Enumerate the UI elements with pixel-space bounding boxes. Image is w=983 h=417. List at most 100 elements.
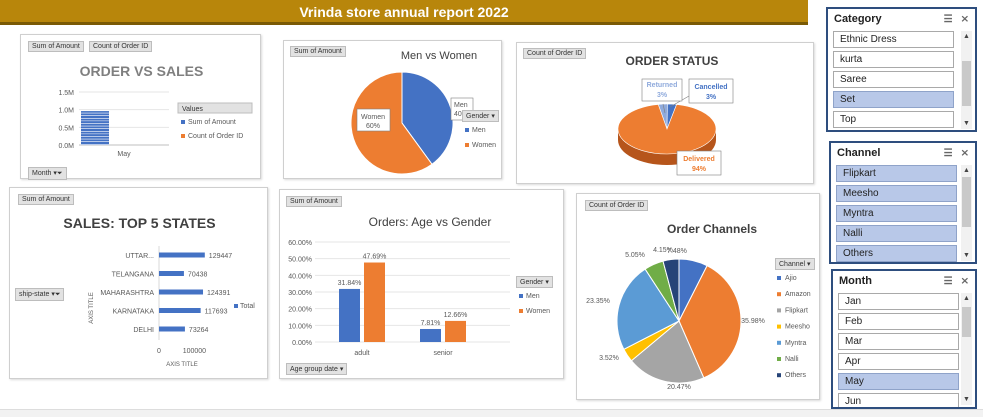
age-group-filter-label: Age group date bbox=[290, 366, 338, 373]
order-status-panel: Count of Order ID ORDER STATUS Returned 3… bbox=[516, 42, 814, 184]
top-states-panel: Sum of Amount SALES: TOP 5 STATES UTTAR.… bbox=[9, 187, 268, 379]
slicer-item-mar[interactable]: Mar bbox=[838, 333, 959, 350]
slicer-item-jun[interactable]: Jun bbox=[838, 393, 959, 407]
scroll-thumb[interactable] bbox=[962, 177, 971, 227]
slicer-item-may[interactable]: May bbox=[838, 373, 959, 390]
scroll-up-icon[interactable]: ▲ bbox=[963, 33, 970, 40]
count-of-order-button[interactable]: Count of Order ID bbox=[89, 41, 153, 52]
ship-state-filter-label: ship-state bbox=[19, 291, 50, 298]
dropdown-arrow-icon: ▾ bbox=[491, 113, 495, 120]
channel-slicer-title: Channel bbox=[837, 147, 881, 159]
sum-of-amount-button[interactable]: Sum of Amount bbox=[28, 41, 84, 52]
scroll-down-icon[interactable]: ▼ bbox=[963, 396, 970, 403]
slicer-item-kurta[interactable]: kurta bbox=[833, 51, 954, 68]
count-of-order-button[interactable]: Count of Order ID bbox=[585, 200, 649, 211]
slicer-item-ethnic-dress[interactable]: Ethnic Dress bbox=[833, 31, 954, 48]
legend-swatch bbox=[777, 340, 781, 345]
legend-item: Women bbox=[526, 308, 550, 315]
gender-filter-button[interactable]: Gender ▾ bbox=[516, 276, 553, 288]
slicer-item-myntra[interactable]: Myntra bbox=[836, 205, 957, 222]
slicer-item-flipkart[interactable]: Flipkart bbox=[836, 165, 957, 182]
y-tick-label: 40.00% bbox=[288, 273, 312, 280]
data-label: 20.47% bbox=[667, 384, 691, 391]
multiselect-icon[interactable]: ☰ bbox=[943, 147, 953, 159]
slicer-item-meesho[interactable]: Meesho bbox=[836, 185, 957, 202]
data-label-box bbox=[356, 108, 391, 132]
bar-men bbox=[420, 328, 441, 342]
age-gender-title: Orders: Age vs Gender bbox=[368, 215, 492, 229]
bar-state bbox=[159, 289, 204, 295]
data-label: Returned bbox=[647, 82, 678, 89]
data-label: Cancelled bbox=[694, 84, 727, 91]
y-axis-title: AXIS TITLE bbox=[89, 292, 95, 324]
slicer-item-set[interactable]: Set bbox=[833, 91, 954, 108]
pie-slice-amazon bbox=[678, 265, 742, 379]
scrollbar[interactable]: ▲ ▼ bbox=[961, 293, 972, 405]
y-tick-label: 10.00% bbox=[288, 323, 312, 330]
scroll-down-icon[interactable]: ▼ bbox=[963, 252, 970, 259]
gender-filter-label: Gender bbox=[466, 113, 490, 120]
slicer-item-top[interactable]: Top bbox=[833, 111, 954, 128]
scroll-thumb[interactable] bbox=[962, 307, 971, 337]
data-label: 70438 bbox=[188, 272, 208, 279]
bar-women bbox=[445, 320, 466, 342]
sum-of-amount-button[interactable]: Sum of Amount bbox=[18, 194, 74, 205]
gender-filter-button[interactable]: Gender ▾ bbox=[462, 110, 499, 122]
legend-item: Women bbox=[472, 142, 496, 149]
sum-of-amount-button[interactable]: Sum of Amount bbox=[286, 196, 342, 207]
slicer-item-saree[interactable]: Saree bbox=[833, 71, 954, 88]
y-tick-label: 1.0M bbox=[58, 108, 74, 115]
pie-slice-men bbox=[401, 71, 454, 165]
clear-filter-icon[interactable]: ⨯ bbox=[960, 13, 969, 25]
clear-filter-icon[interactable]: ⨯ bbox=[960, 275, 969, 287]
sheet-tab-bar[interactable] bbox=[0, 409, 983, 417]
age-group-filter-button[interactable]: Age group date ▾ bbox=[286, 363, 348, 375]
channel-filter-button[interactable]: Channel ▾ bbox=[775, 258, 815, 270]
month-filter-label: Month bbox=[32, 170, 52, 177]
legend-item: Sum of Amount bbox=[188, 119, 236, 126]
scrollbar[interactable]: ▲ ▼ bbox=[961, 165, 972, 261]
month-filter-button[interactable]: Month ▾⏷ bbox=[28, 167, 67, 180]
gender-filter-label: Gender bbox=[520, 279, 544, 286]
report-banner: Vrinda store annual report 2022 bbox=[0, 0, 808, 25]
order-vs-sales-title: ORDER VS SALES bbox=[79, 63, 204, 79]
multiselect-icon[interactable]: ☰ bbox=[943, 13, 953, 25]
data-label: 4.15% bbox=[653, 247, 673, 254]
slicer-item-apr[interactable]: Apr bbox=[838, 353, 959, 370]
sum-of-amount-button[interactable]: Sum of Amount bbox=[290, 46, 346, 57]
slicer-item-feb[interactable]: Feb bbox=[838, 313, 959, 330]
data-label: 40% bbox=[454, 111, 468, 118]
slicer-item-nalli[interactable]: Nalli bbox=[836, 225, 957, 242]
y-tick-label: 1.5M bbox=[58, 90, 74, 97]
clear-filter-icon[interactable]: ⨯ bbox=[960, 147, 969, 159]
legend-swatch bbox=[465, 128, 469, 132]
multiselect-icon[interactable]: ☰ bbox=[943, 275, 953, 287]
slicer-item-jan[interactable]: Jan bbox=[838, 293, 959, 310]
x-tick-label: 100000 bbox=[183, 348, 206, 355]
scroll-down-icon[interactable]: ▼ bbox=[963, 120, 970, 127]
slicer-item-others[interactable]: Others bbox=[836, 245, 957, 262]
count-of-order-button[interactable]: Count of Order ID bbox=[523, 48, 587, 59]
x-tick-label: senior bbox=[433, 350, 453, 357]
data-label: 5.05% bbox=[625, 252, 645, 259]
men-vs-women-title: Men vs Women bbox=[400, 50, 478, 62]
legend-swatch bbox=[181, 134, 185, 138]
data-label: 31.84% bbox=[338, 280, 362, 287]
scroll-up-icon[interactable]: ▲ bbox=[963, 167, 970, 174]
legend-item: Flipkart bbox=[785, 307, 808, 314]
top-states-chart: UTTAR... 129447 TELANGANA 70438 MAHARASHTRA 1… bbox=[89, 246, 255, 368]
legend-swatch bbox=[777, 357, 781, 361]
scroll-up-icon[interactable]: ▲ bbox=[963, 295, 970, 302]
legend-item: Nalli bbox=[785, 356, 799, 363]
data-label: 3% bbox=[706, 94, 717, 101]
scrollbar[interactable]: ▲ ▼ bbox=[961, 31, 972, 129]
ship-state-filter-button[interactable]: ship-state ▾⏷ bbox=[15, 288, 65, 301]
legend-swatch bbox=[181, 120, 185, 124]
scroll-thumb[interactable] bbox=[962, 61, 971, 106]
legend-item: Myntra bbox=[785, 340, 807, 347]
data-label: 94% bbox=[692, 166, 707, 173]
data-label-box bbox=[676, 150, 722, 176]
data-label: 12.66% bbox=[444, 312, 468, 319]
men-vs-women-chart: Men 40% Women 60% Men Women bbox=[350, 71, 496, 175]
data-label-box bbox=[688, 78, 734, 104]
